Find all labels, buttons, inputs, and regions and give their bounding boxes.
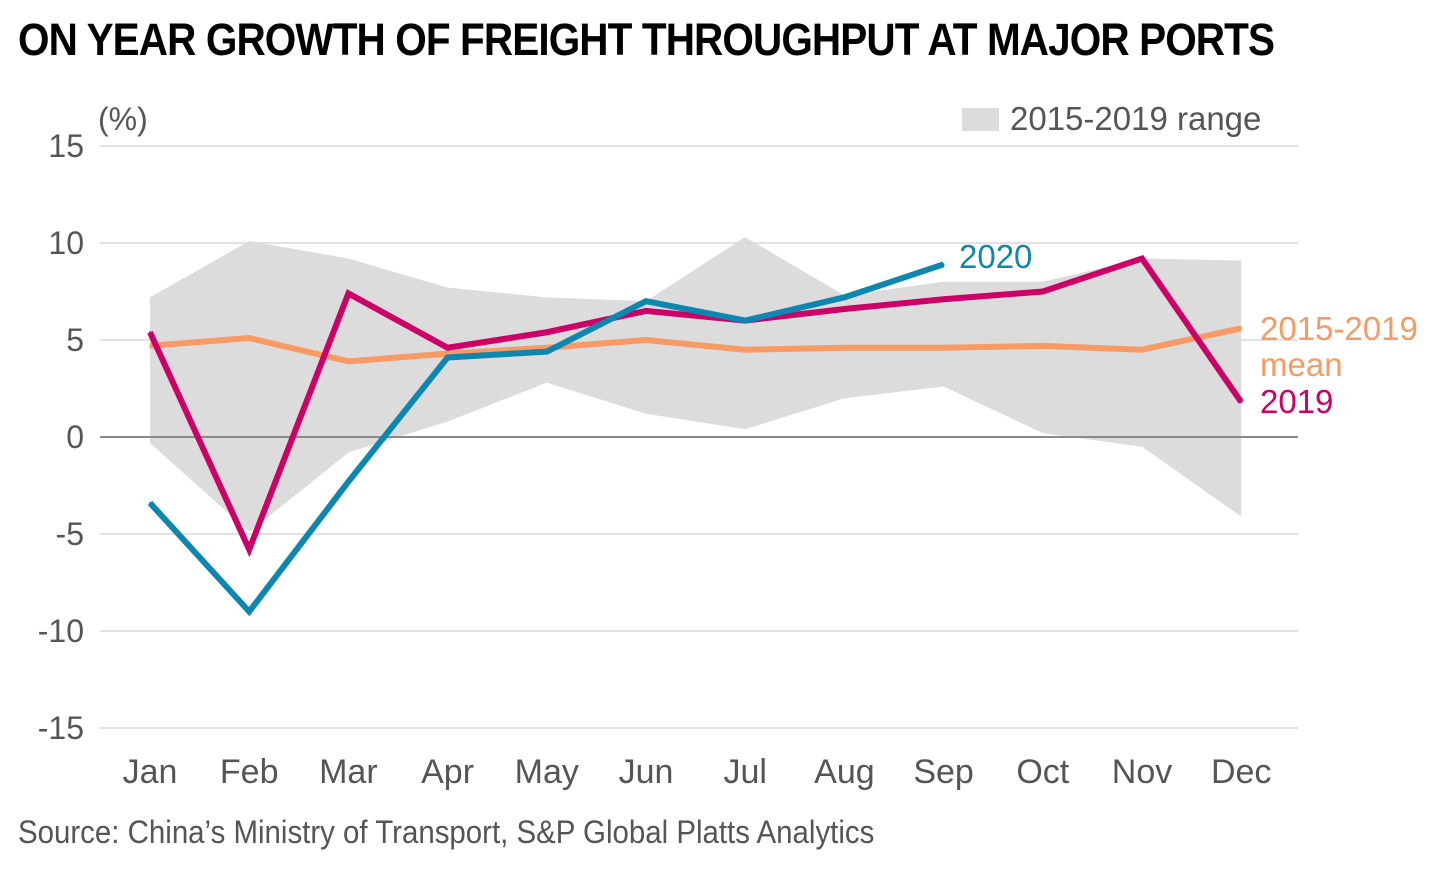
labels-layer: 15 10 5 0 -5 -10 -15 (%) Jan Feb Mar Apr May Jun Jul Au… <box>38 100 1418 791</box>
y-tick-label: 10 <box>48 225 84 261</box>
data-point <box>1240 327 1243 330</box>
data-point <box>149 501 151 504</box>
y-tick-label: -15 <box>38 710 84 746</box>
data-point <box>1141 348 1143 351</box>
series-label: 2015-2019 <box>1260 310 1418 347</box>
data-point <box>545 331 548 334</box>
data-point <box>843 346 846 349</box>
y-tick-label: 15 <box>48 128 84 164</box>
legend-swatch <box>962 108 999 131</box>
y-tick-label: 5 <box>66 322 84 358</box>
series-line-1 <box>147 254 1244 558</box>
data-point <box>942 298 945 301</box>
series-label: 2020 <box>959 238 1032 275</box>
x-tick-label: Apr <box>421 753 474 791</box>
data-point <box>149 331 151 334</box>
x-tick-label: May <box>515 753 579 791</box>
x-tick-label: Mar <box>319 753 378 791</box>
range-band-layer <box>150 237 1242 533</box>
y-axis-unit-label: (%) <box>98 101 148 137</box>
data-point <box>248 337 251 340</box>
data-point <box>1041 290 1044 293</box>
range-band <box>150 237 1242 533</box>
data-point <box>645 300 647 303</box>
data-point <box>347 292 350 295</box>
data-point <box>446 352 449 355</box>
x-tick-label: Jan <box>123 753 178 791</box>
series-label: 2019 <box>1260 383 1333 420</box>
x-tick-label: Dec <box>1211 753 1271 791</box>
data-point <box>645 309 647 312</box>
x-tick-label: Aug <box>814 753 875 791</box>
series-layer <box>147 254 1244 617</box>
data-point <box>446 356 449 359</box>
x-tick-label: Jul <box>723 753 766 791</box>
series-label: mean <box>1260 346 1343 383</box>
data-point <box>942 346 945 349</box>
legend-label: 2015-2019 range <box>1010 100 1261 137</box>
data-point <box>744 319 747 322</box>
data-point <box>1041 344 1044 347</box>
source-note: Source: China’s Ministry of Transport, S… <box>18 814 875 850</box>
y-tick-label: -5 <box>56 516 84 552</box>
data-point <box>248 548 251 551</box>
data-point <box>545 350 548 353</box>
x-tick-label: Sep <box>913 753 974 791</box>
x-tick-label: Oct <box>1016 753 1069 791</box>
data-point <box>645 339 647 341</box>
data-point <box>446 346 449 349</box>
data-point <box>347 480 350 483</box>
x-tick-label: Jun <box>619 753 674 791</box>
data-point <box>744 348 747 351</box>
line-chart: 15 10 5 0 -5 -10 -15 (%) Jan Feb Mar Apr May Jun Jul Au… <box>38 100 1418 791</box>
data-point <box>248 610 251 613</box>
data-point <box>149 344 151 347</box>
x-tick-label: Feb <box>220 753 279 791</box>
data-point <box>1141 257 1143 260</box>
data-point <box>843 307 846 310</box>
data-point <box>1240 401 1243 404</box>
data-point <box>347 360 350 363</box>
series-line-0 <box>149 325 1242 365</box>
data-point <box>843 296 846 299</box>
chart-title: ON YEAR GROWTH OF FREIGHT THROUGHPUT AT … <box>18 14 1275 65</box>
x-tick-label: Nov <box>1112 753 1172 791</box>
y-tick-label: 0 <box>66 419 84 455</box>
y-tick-label: -10 <box>38 613 84 649</box>
gridlines <box>100 145 1298 729</box>
data-point <box>942 263 945 266</box>
